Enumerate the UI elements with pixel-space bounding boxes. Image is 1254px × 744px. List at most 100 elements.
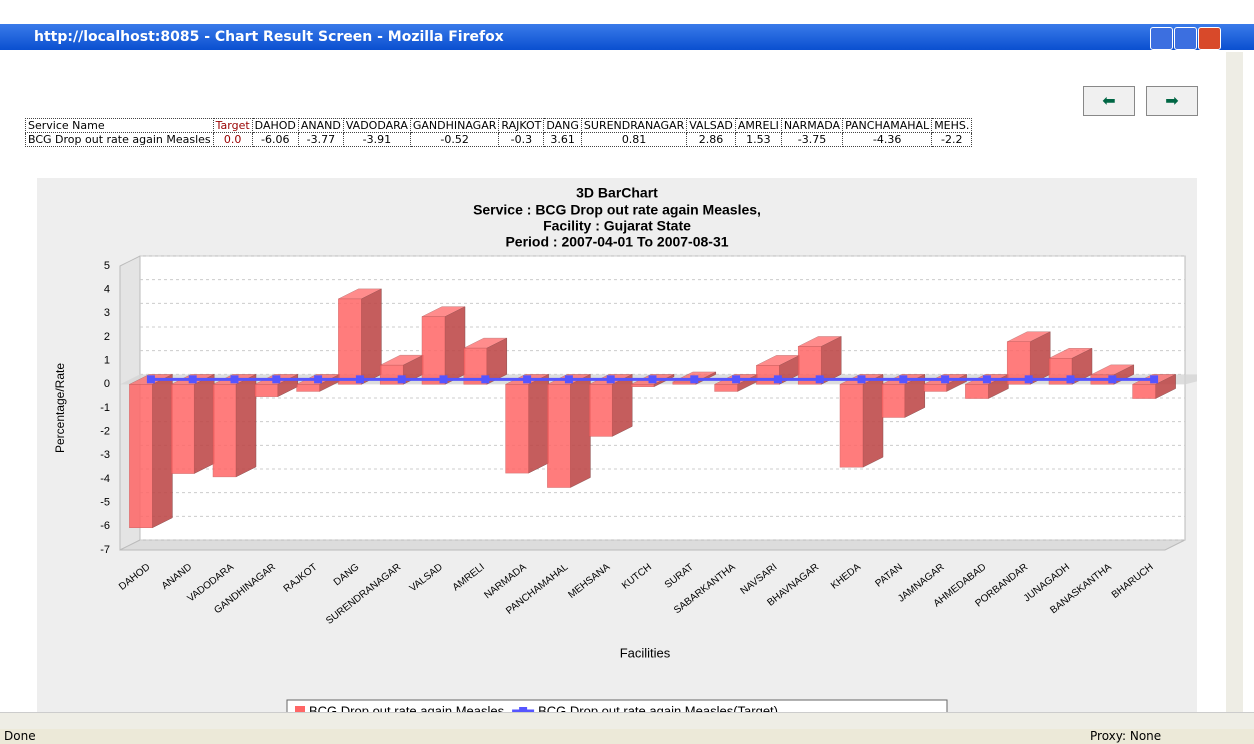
vertical-scrollbar[interactable] bbox=[1226, 52, 1243, 712]
bar bbox=[505, 384, 529, 474]
bar-side bbox=[152, 373, 173, 529]
y-tick-label: 4 bbox=[104, 284, 110, 296]
target-marker bbox=[1150, 375, 1159, 384]
target-marker bbox=[481, 375, 490, 384]
target-marker bbox=[773, 375, 782, 384]
header-cell: SURENDRANAGAR bbox=[580, 118, 688, 133]
target-marker bbox=[314, 375, 323, 384]
close-button[interactable] bbox=[1198, 27, 1221, 50]
bar bbox=[923, 384, 947, 392]
chart-subtitle: Service : BCG Drop out rate again Measle… bbox=[473, 202, 761, 218]
target-marker bbox=[815, 375, 824, 384]
target-marker bbox=[188, 375, 197, 384]
table-cell: -0.3 bbox=[498, 132, 545, 147]
target-marker bbox=[1108, 375, 1117, 384]
bar bbox=[170, 384, 195, 474]
title-bar: http://localhost:8085 - Chart Result Scr… bbox=[0, 24, 1254, 50]
header-cell: GANDHINAGAR bbox=[409, 118, 500, 133]
target-marker bbox=[397, 375, 406, 384]
bar bbox=[1048, 358, 1073, 385]
target-marker bbox=[941, 375, 950, 384]
chart-title: 3D BarChart bbox=[576, 185, 658, 201]
y-tick-label: 0 bbox=[104, 378, 110, 390]
table-cell: 2.86 bbox=[686, 132, 736, 147]
target-marker bbox=[355, 375, 364, 384]
target-marker bbox=[146, 375, 155, 384]
y-tick-label: -7 bbox=[100, 544, 110, 556]
minimize-button[interactable] bbox=[1150, 27, 1173, 50]
maximize-button[interactable] bbox=[1174, 27, 1197, 50]
bar bbox=[714, 384, 738, 392]
target-marker bbox=[606, 375, 615, 384]
header-cell: Service Name bbox=[25, 118, 214, 133]
header-cell: DANG bbox=[543, 118, 582, 133]
target-marker bbox=[230, 375, 239, 384]
bar-side bbox=[361, 288, 382, 385]
bar bbox=[1132, 384, 1156, 399]
bar bbox=[797, 346, 822, 385]
bar bbox=[296, 384, 320, 392]
data-table: Service Name Target DAHOD ANAND VADODARA GAND… bbox=[25, 118, 1225, 147]
y-tick-label: 2 bbox=[104, 331, 110, 343]
target-marker bbox=[690, 375, 699, 384]
target-marker bbox=[439, 375, 448, 384]
table-cell: 0.81 bbox=[580, 132, 688, 147]
target-marker bbox=[272, 375, 281, 384]
status-bar: Done Proxy: None bbox=[0, 729, 1254, 744]
bar bbox=[254, 384, 279, 397]
bar-side bbox=[444, 306, 466, 385]
header-cell: DAHOD bbox=[251, 118, 299, 133]
bar bbox=[965, 384, 989, 399]
target-marker bbox=[1024, 375, 1033, 384]
forward-button[interactable]: ➡ bbox=[1146, 86, 1198, 116]
bar bbox=[547, 384, 571, 488]
table-cell: -3.91 bbox=[342, 132, 411, 147]
bar-side bbox=[193, 373, 215, 474]
target-marker bbox=[732, 375, 741, 384]
chart-subtitle: Period : 2007-04-01 To 2007-08-31 bbox=[505, 234, 728, 250]
bar-side bbox=[235, 373, 257, 478]
chart-subtitle: Facility : Gujarat State bbox=[543, 218, 691, 234]
y-axis-label: Percentage/Rate bbox=[53, 363, 67, 453]
y-tick-label: -4 bbox=[100, 473, 110, 485]
bar bbox=[881, 384, 906, 418]
table-cell: 0.0 bbox=[212, 132, 253, 147]
target-marker bbox=[899, 375, 908, 384]
legend-swatch bbox=[295, 706, 305, 716]
table-header-row: Service Name Target DAHOD ANAND VADODARA GAND… bbox=[25, 118, 973, 133]
table-cell: -4.36 bbox=[842, 132, 933, 147]
bar bbox=[630, 384, 655, 387]
header-cell: PANCHAMAHAL bbox=[842, 118, 933, 133]
bar bbox=[588, 384, 613, 437]
horizontal-scrollbar[interactable] bbox=[0, 712, 1254, 730]
target-marker bbox=[982, 375, 991, 384]
target-marker bbox=[1066, 375, 1075, 384]
y-tick-label: -5 bbox=[100, 497, 110, 509]
table-cell: -0.52 bbox=[409, 132, 500, 147]
table-row: BCG Drop out rate again Measles 0.0 -6.06-… bbox=[25, 132, 973, 147]
back-button[interactable]: ⬅ bbox=[1083, 86, 1135, 116]
target-marker bbox=[523, 375, 532, 384]
bar-side bbox=[528, 373, 549, 474]
proxy-status: Proxy: None bbox=[1090, 729, 1162, 743]
y-tick-label: 5 bbox=[104, 260, 110, 272]
table-cell: 3.61 bbox=[543, 132, 582, 147]
header-cell: AMRELI bbox=[734, 118, 782, 133]
y-tick-label: 3 bbox=[104, 307, 110, 319]
status-text: Done bbox=[4, 729, 36, 743]
header-cell: MEHS. bbox=[931, 118, 973, 133]
table-cell: 1.53 bbox=[734, 132, 782, 147]
target-marker bbox=[648, 375, 657, 384]
bar-side bbox=[570, 373, 591, 488]
y-tick-label: -6 bbox=[100, 520, 110, 532]
y-tick-label: 1 bbox=[104, 355, 110, 367]
bar bbox=[212, 384, 237, 478]
bar bbox=[1006, 341, 1031, 385]
bar bbox=[463, 347, 488, 385]
bar bbox=[839, 384, 864, 468]
y-tick-label: -2 bbox=[100, 426, 110, 438]
bar bbox=[129, 384, 153, 529]
table-cell: -3.75 bbox=[780, 132, 844, 147]
window-title: http://localhost:8085 - Chart Result Scr… bbox=[34, 29, 504, 45]
